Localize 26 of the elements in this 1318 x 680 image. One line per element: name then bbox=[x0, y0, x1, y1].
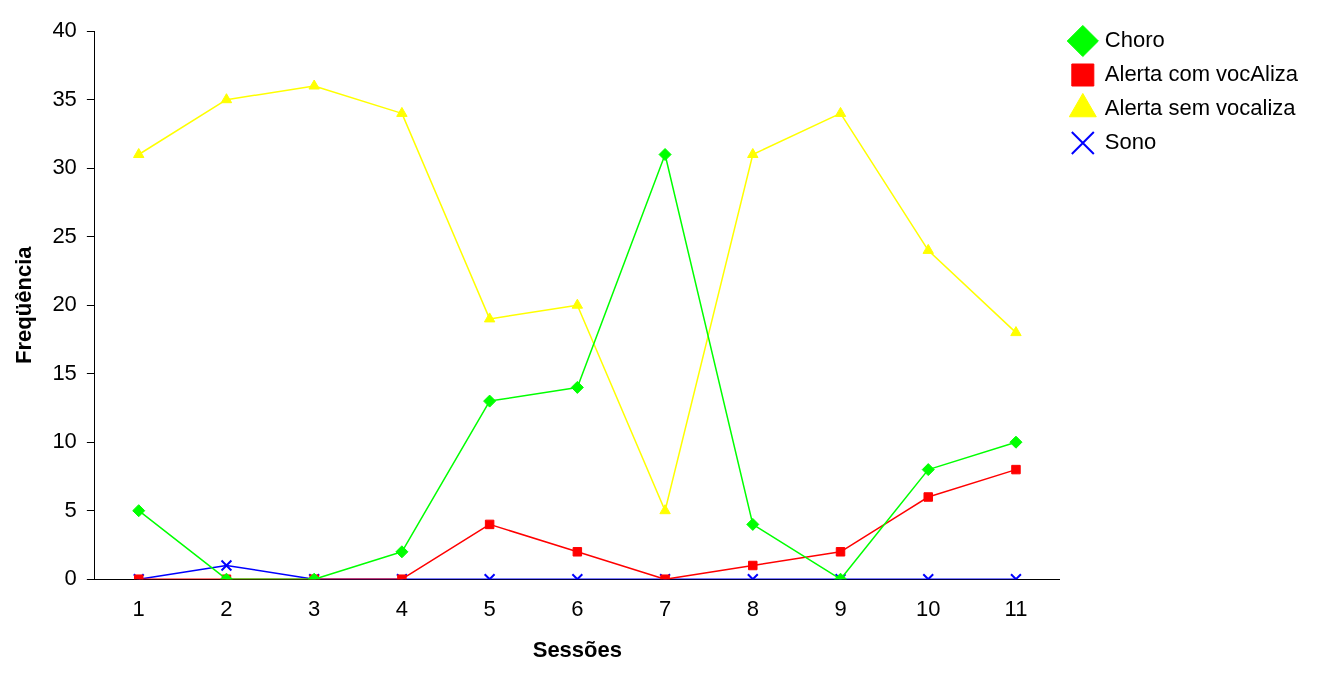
x-tick-label: 10 bbox=[916, 596, 941, 622]
x-tick-label: 8 bbox=[746, 596, 759, 622]
y-tick-label: 5 bbox=[64, 496, 77, 522]
y-tick-label: 15 bbox=[52, 359, 77, 385]
x-tick-label: 6 bbox=[571, 596, 584, 622]
y-tick-label: 25 bbox=[52, 222, 77, 248]
legend-label: Alerta com vocAliza bbox=[1104, 61, 1299, 87]
x-tick-label: 1 bbox=[132, 596, 145, 622]
x-tick-label: 5 bbox=[483, 596, 496, 622]
y-tick-label: 35 bbox=[52, 85, 77, 111]
x-tick-label: 7 bbox=[658, 596, 672, 622]
x-tick-label: 11 bbox=[1004, 596, 1028, 622]
x-tick-label: 3 bbox=[308, 596, 321, 622]
y-tick-label: 40 bbox=[52, 17, 77, 43]
x-tick-label: 2 bbox=[220, 596, 233, 622]
x-axis-title: Sessões bbox=[532, 636, 622, 662]
y-tick-label: 30 bbox=[52, 154, 77, 180]
legend-label: Choro bbox=[1104, 27, 1165, 53]
x-tick-label: 9 bbox=[834, 596, 847, 622]
y-tick-label: 20 bbox=[52, 291, 77, 317]
y-tick-label: 10 bbox=[52, 428, 77, 454]
legend-label: Alerta sem vocaliza bbox=[1104, 95, 1297, 121]
y-tick-label: 0 bbox=[64, 565, 77, 591]
legend-label: Sono bbox=[1104, 129, 1157, 155]
x-tick-label: 4 bbox=[395, 596, 409, 622]
y-axis-title: Freqüência bbox=[11, 245, 37, 364]
